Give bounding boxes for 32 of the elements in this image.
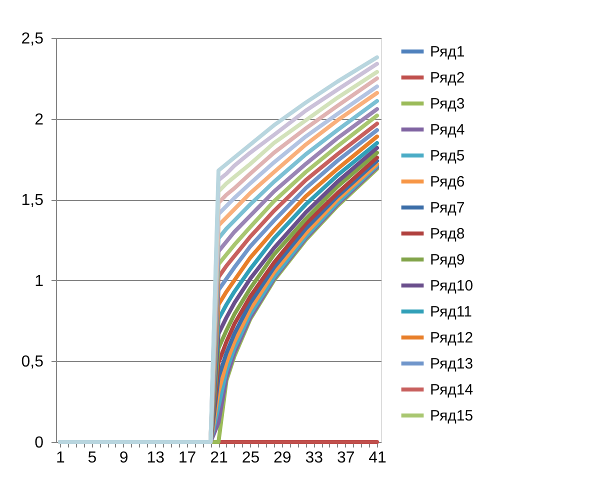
legend-label: Ряд1 (430, 44, 465, 60)
legend-label: Ряд5 (430, 148, 465, 164)
y-tick-label: 2 (34, 111, 44, 128)
x-tick-label: 25 (242, 450, 260, 466)
legend-label: Ряд9 (430, 252, 465, 268)
y-tick-label: 2,5 (21, 30, 44, 48)
x-tick-label: 1 (56, 450, 66, 466)
x-tick-label: 29 (274, 450, 292, 466)
x-tick-label: 21 (210, 450, 228, 466)
legend-label: Ряд13 (430, 356, 474, 372)
legend-label: Ряд7 (430, 200, 465, 216)
legend-label: Ряд2 (430, 70, 465, 86)
x-tick-label: 33 (305, 450, 324, 466)
x-tick-label: 5 (88, 450, 97, 466)
legend-label: Ряд11 (430, 304, 472, 320)
legend-label: Ряд8 (430, 226, 465, 242)
legend-label: Ряд3 (430, 96, 465, 112)
x-tick-label: 37 (336, 450, 355, 466)
legend-label: Ряд6 (430, 174, 465, 190)
legend-label: Ряд14 (430, 382, 474, 398)
y-tick-label: 0 (34, 434, 44, 452)
legend-label: Ряд4 (430, 122, 465, 138)
y-tick-label: 1 (34, 272, 44, 290)
x-tick-label: 13 (146, 450, 165, 466)
y-tick-label: 0,5 (21, 354, 44, 371)
legend-label: Ряд15 (430, 408, 474, 424)
x-tick-label: 17 (178, 450, 196, 466)
x-tick-label: 41 (368, 450, 387, 466)
x-tick-label: 9 (119, 450, 128, 466)
legend-label: Ряд10 (430, 278, 474, 294)
y-tick-label: 1,5 (21, 192, 44, 210)
legend-label: Ряд12 (430, 330, 474, 346)
